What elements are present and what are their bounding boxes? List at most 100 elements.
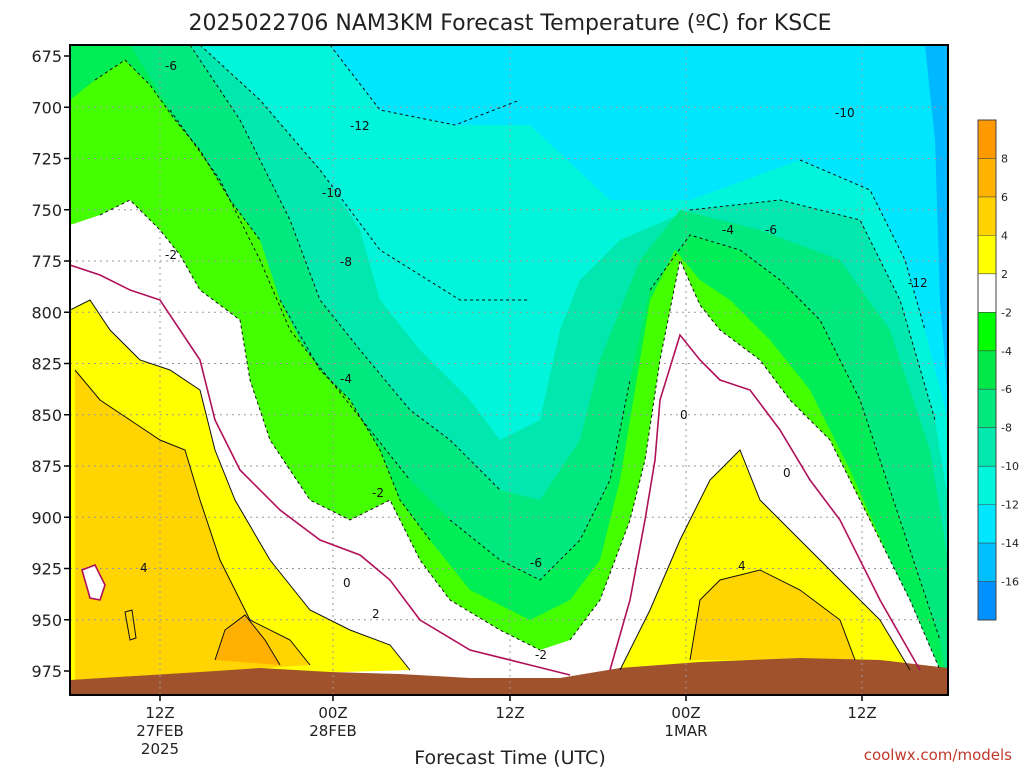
- isotherm-minus-12-east: [799, 159, 926, 331]
- isotherm-6: [214, 614, 281, 666]
- colorbar-label: -2: [1001, 306, 1012, 319]
- y-tick-label: 800: [31, 303, 62, 322]
- isotherm-minus-2-east: [569, 258, 941, 671]
- contour-label: -2: [535, 648, 547, 662]
- y-tick-label: 900: [31, 508, 62, 527]
- isotherm-zero-west: [70, 264, 571, 676]
- y-tick-label: 750: [31, 201, 62, 220]
- x-tick-label: 12Z: [847, 704, 876, 722]
- contour-label: -10: [835, 106, 855, 120]
- x-tick-sublabel: 28FEB: [309, 722, 356, 740]
- isotherm-minus-10-east: [689, 199, 936, 421]
- x-tick-label: 12Z: [495, 704, 524, 722]
- plot-area: -6 -12 -10 -8 -4 -2 -2 0 2 -6 -2 0 0 4 4…: [70, 45, 948, 695]
- isotherm-minus-2: [99, 199, 541, 651]
- colorbar-swatch: [978, 581, 996, 621]
- isotherm-minus-10: [189, 45, 501, 491]
- y-tick-label: 775: [31, 252, 62, 271]
- isotherm-minus-12: [199, 45, 530, 301]
- colorbar-label: -12: [1001, 499, 1019, 512]
- fill-2-to-4-east: [620, 450, 910, 670]
- chart-title: 2025022706 NAM3KM Forecast Temperature (…: [188, 11, 831, 36]
- terrain-ground: [70, 658, 948, 695]
- contour-label: -12: [908, 276, 928, 290]
- isotherm-minus-6-west: [94, 59, 261, 241]
- y-tick-label: 950: [31, 611, 62, 630]
- colorbar-legend: 8 6 4 2 -2 -4 -6 -8 -10 -12 -14 -16: [977, 119, 1019, 621]
- isotherm-2-west: [70, 299, 411, 671]
- contour-label: -6: [165, 59, 177, 73]
- colorbar-label: -4: [1001, 345, 1012, 358]
- colorbar-swatch: [978, 235, 996, 275]
- contour-label: -6: [765, 223, 777, 237]
- colorbar-swatch: [978, 312, 996, 352]
- plot-frame: [69, 44, 949, 696]
- isotherm-minus-6-east: [649, 234, 941, 641]
- y-tick-label: 675: [31, 47, 62, 66]
- contour-label: 0: [783, 466, 791, 480]
- colorbar-swatch: [978, 350, 996, 390]
- colorbar-label: 4: [1001, 229, 1008, 242]
- site-credit: coolwx.com/models: [864, 746, 1012, 764]
- y-tick-label: 825: [31, 355, 62, 374]
- contour-label: -4: [340, 372, 352, 386]
- contour-label: 4: [738, 559, 746, 573]
- isotherm-minus-14: [329, 45, 521, 126]
- fill-4-to-6-east: [690, 570, 855, 660]
- contour-label: 0: [680, 408, 688, 422]
- isotherm-4-east: [689, 569, 856, 661]
- colorbar-label: 2: [1001, 268, 1008, 281]
- colorbar-swatch: [978, 543, 996, 583]
- colorbar-swatch: [978, 158, 996, 198]
- contour-label: 4: [140, 561, 148, 575]
- contour-label: -10: [322, 186, 342, 200]
- x-tick-sublabel: 27FEB: [136, 722, 183, 740]
- contour-label: -8: [340, 255, 352, 269]
- contour-label: -12: [350, 119, 370, 133]
- colorbar-label: 8: [1001, 152, 1008, 165]
- x-tick-label: 00Z: [318, 704, 347, 722]
- x-tick-label: 12Z: [145, 704, 174, 722]
- isotherm-4-west: [74, 369, 311, 666]
- contour-label: -6: [530, 556, 542, 570]
- colorbar-swatch: [978, 273, 996, 313]
- colorbar-swatch: [978, 120, 996, 159]
- colorbar-swatch: [978, 389, 996, 429]
- y-tick-label: 925: [31, 560, 62, 579]
- isotherm-zero-east: [609, 333, 921, 671]
- colorbar-frame: [977, 119, 997, 621]
- y-tick-label: 850: [31, 406, 62, 425]
- isotherm-2-east: [619, 449, 911, 671]
- fill-6-to-8: [215, 615, 280, 665]
- colorbar-label: -10: [1001, 460, 1019, 473]
- colorbar-label: 6: [1001, 191, 1008, 204]
- colorbar-swatch: [978, 427, 996, 467]
- colorbar-label: -8: [1001, 422, 1012, 435]
- y-tick-label: 875: [31, 457, 62, 476]
- isotherm-minus-4: [279, 299, 431, 541]
- x-axis-label: Forecast Time (UTC): [414, 747, 605, 768]
- gridlines: [70, 45, 948, 695]
- isotherm-small-ring: [124, 609, 137, 641]
- isotherm-zero-ring: [81, 563, 106, 601]
- y-axis: 675 700 725 750 775 800 825 850 875 900 925 950 975: [31, 47, 70, 681]
- contour-label: -2: [165, 248, 177, 262]
- fill-4-to-6: [75, 370, 310, 680]
- contour-label: -2: [372, 486, 384, 500]
- y-tick-label: 700: [31, 98, 62, 117]
- x-tick-sublabel: 1MAR: [664, 722, 707, 740]
- contour-label: 0: [343, 576, 351, 590]
- contour-label: 2: [372, 607, 380, 621]
- contour-labels: -6 -12 -10 -8 -4 -2 -2 0 2 -6 -2 0 0 4 4…: [140, 59, 928, 662]
- y-tick-label: 975: [31, 662, 62, 681]
- colorbar-swatch: [978, 466, 996, 506]
- colorbar-swatch: [978, 504, 996, 544]
- y-tick-label: 725: [31, 150, 62, 169]
- colorbar-label: -14: [1001, 537, 1019, 550]
- isotherm-minus-8: [169, 109, 411, 481]
- colorbar-swatch: [978, 196, 996, 236]
- x-tick-label: 00Z: [671, 704, 700, 722]
- colorbar-label: -16: [1001, 576, 1019, 589]
